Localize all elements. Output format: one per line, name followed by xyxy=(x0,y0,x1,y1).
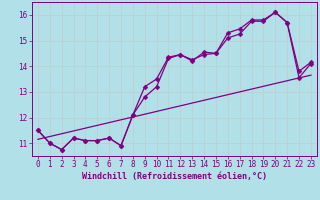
X-axis label: Windchill (Refroidissement éolien,°C): Windchill (Refroidissement éolien,°C) xyxy=(82,172,267,181)
